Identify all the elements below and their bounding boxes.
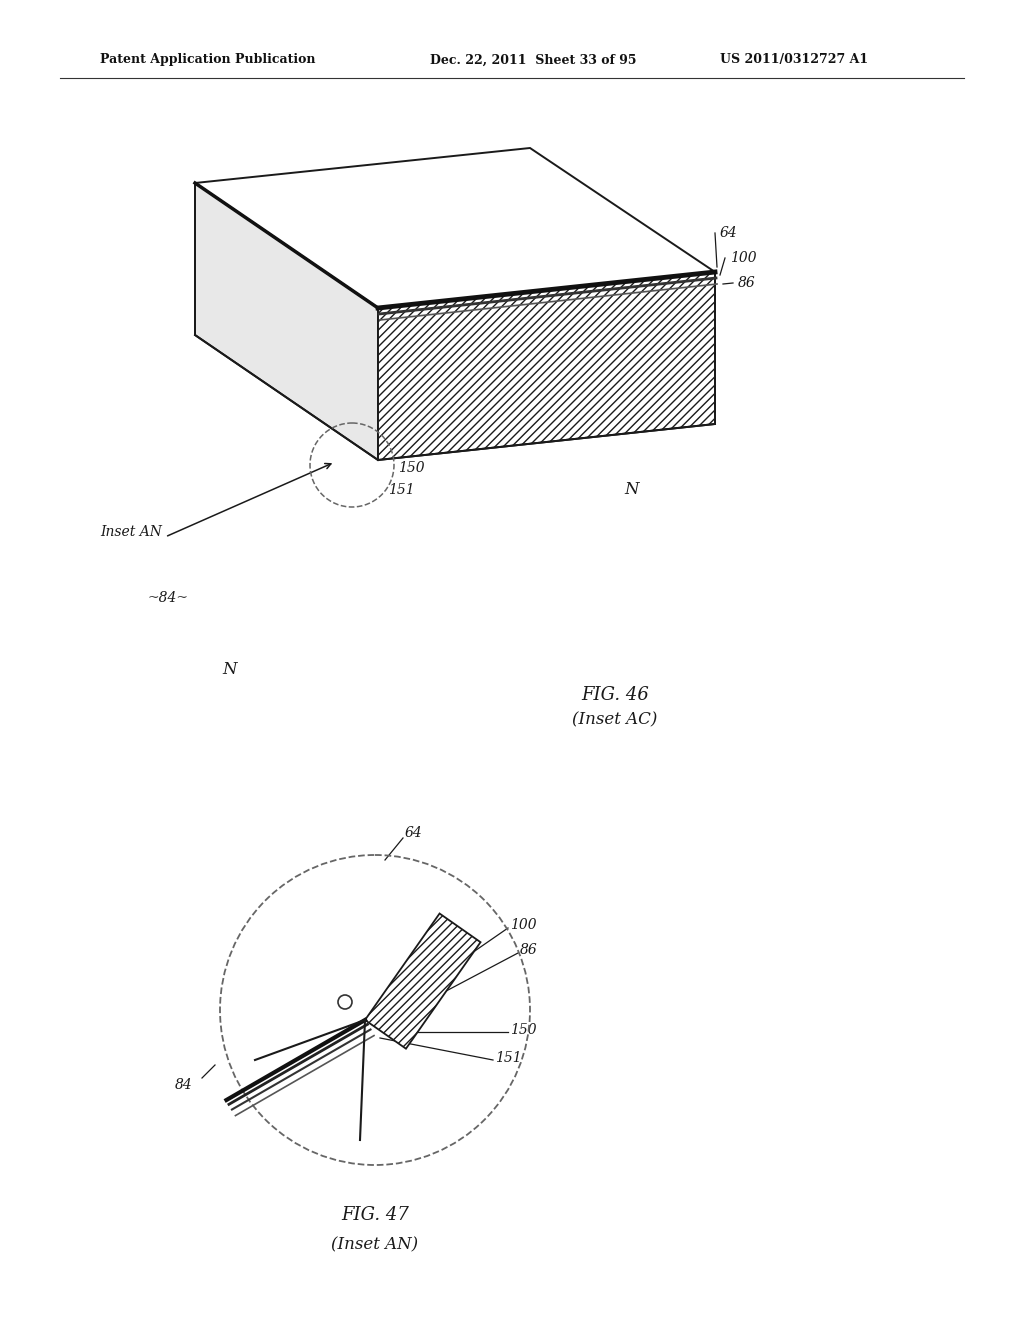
Text: FIG. 47: FIG. 47 bbox=[341, 1206, 409, 1224]
Polygon shape bbox=[195, 148, 715, 308]
Text: N: N bbox=[625, 482, 639, 499]
Polygon shape bbox=[365, 913, 480, 1048]
Text: Patent Application Publication: Patent Application Publication bbox=[100, 54, 315, 66]
Text: 150: 150 bbox=[510, 1023, 537, 1038]
Text: 64: 64 bbox=[720, 226, 737, 240]
Polygon shape bbox=[378, 272, 715, 459]
Text: 100: 100 bbox=[510, 917, 537, 932]
Text: Inset AN: Inset AN bbox=[100, 525, 162, 539]
Text: 86: 86 bbox=[520, 942, 538, 957]
Polygon shape bbox=[195, 183, 378, 459]
Text: 86: 86 bbox=[738, 276, 756, 290]
Text: 100: 100 bbox=[730, 251, 757, 265]
Text: FIG. 46: FIG. 46 bbox=[581, 686, 649, 704]
Text: US 2011/0312727 A1: US 2011/0312727 A1 bbox=[720, 54, 868, 66]
Text: 151: 151 bbox=[495, 1051, 521, 1065]
Text: (Inset AC): (Inset AC) bbox=[572, 711, 657, 729]
Text: 64: 64 bbox=[406, 826, 423, 840]
Text: ~84~: ~84~ bbox=[148, 591, 189, 605]
Text: 151: 151 bbox=[388, 483, 415, 498]
Text: Dec. 22, 2011  Sheet 33 of 95: Dec. 22, 2011 Sheet 33 of 95 bbox=[430, 54, 637, 66]
Text: 150: 150 bbox=[398, 461, 425, 475]
Text: 84: 84 bbox=[175, 1078, 193, 1092]
Text: N: N bbox=[223, 661, 238, 678]
Text: (Inset AN): (Inset AN) bbox=[332, 1237, 419, 1254]
